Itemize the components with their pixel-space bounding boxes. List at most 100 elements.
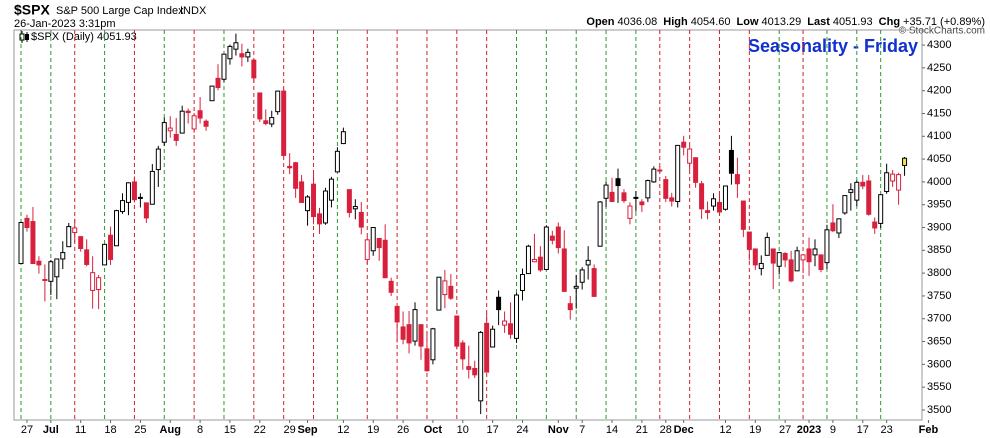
candle-body <box>448 285 454 299</box>
annotation: Seasonality - Friday <box>748 36 918 56</box>
x-tick-label: Jul <box>43 424 59 436</box>
quote-label: Open <box>586 16 614 28</box>
x-tick-label: 18 <box>104 424 116 436</box>
candle-body <box>72 227 78 234</box>
candle-body <box>442 280 448 296</box>
candle-body <box>711 198 717 207</box>
candle-body <box>18 221 24 265</box>
candle-body <box>621 192 627 202</box>
candle-body <box>615 178 621 187</box>
candle-body <box>484 322 490 373</box>
candle-body <box>293 162 299 189</box>
candle-body <box>305 196 311 212</box>
candle-body <box>352 206 358 210</box>
x-tick-label: 19 <box>749 424 761 436</box>
x-tick-label: 11 <box>75 424 86 436</box>
candle-body <box>227 45 233 60</box>
x-tick-label: 21 <box>636 424 648 436</box>
candle-body <box>746 231 752 250</box>
y-tick-label: 3800 <box>927 267 951 279</box>
candle-body <box>340 131 346 145</box>
candle-body <box>758 263 764 270</box>
x-tick-label: 7 <box>579 424 585 436</box>
y-tick-label: 4050 <box>927 153 951 165</box>
quote-label: Last <box>807 16 830 28</box>
candle-body <box>657 169 663 172</box>
candle-body <box>125 182 131 203</box>
candle-body <box>782 253 788 261</box>
candle-body <box>406 324 412 344</box>
candle-body <box>30 221 36 265</box>
candle-body <box>48 261 54 282</box>
candle-body <box>490 328 496 348</box>
quote-label: High <box>663 16 688 28</box>
candle-body <box>161 122 167 143</box>
candle-body <box>239 53 245 58</box>
candle-body <box>830 222 836 232</box>
candle-body <box>716 201 722 213</box>
x-tick-label: 12 <box>719 424 731 436</box>
candle-body <box>287 165 293 169</box>
x-tick-label: 9 <box>830 424 836 436</box>
quote-label: Chg <box>879 16 900 28</box>
candle-body <box>137 196 143 199</box>
quote-value: 4013.29 <box>762 16 802 28</box>
quote-value: 4036.08 <box>618 16 658 28</box>
candle-body <box>460 342 466 360</box>
candle-body <box>860 181 866 187</box>
y-tick-label: 3600 <box>927 358 951 370</box>
candle-body <box>842 195 848 214</box>
candle-body <box>902 157 908 166</box>
y-tick-label: 3500 <box>927 404 951 416</box>
candle-body <box>543 226 549 270</box>
candle-body <box>788 259 794 282</box>
x-tick-label: 29 <box>284 424 296 436</box>
candle-body <box>812 248 818 256</box>
candle-body <box>699 183 705 210</box>
candle-body <box>328 178 334 201</box>
candle-body <box>358 211 364 228</box>
candle-body <box>466 366 472 370</box>
candle-body <box>502 320 508 326</box>
candle-body <box>633 196 639 199</box>
quote-label: Low <box>737 16 759 28</box>
x-tick-label: 17 <box>487 424 499 436</box>
candle-body <box>514 294 520 339</box>
y-tick-label: 4000 <box>927 176 951 188</box>
candle-body <box>108 234 114 260</box>
candle-body <box>311 183 317 218</box>
candle-body <box>508 323 514 335</box>
candle-body <box>806 248 812 263</box>
x-tick-label: 17 <box>857 424 869 436</box>
candle-body <box>770 248 776 264</box>
candle-body <box>776 252 782 267</box>
candle-body <box>54 258 60 278</box>
candle-body <box>639 201 645 206</box>
candle-body <box>531 258 537 263</box>
candle-body <box>221 53 227 80</box>
candle-body <box>299 181 305 203</box>
candle-body <box>376 237 382 249</box>
candle-body <box>872 221 878 229</box>
candle-body <box>890 173 896 182</box>
datetime: 26-Jan-2023 3:31pm <box>14 18 116 30</box>
candle-body <box>364 239 370 260</box>
x-tick-label: 15 <box>224 424 236 436</box>
candle-body <box>579 269 585 283</box>
candle-body <box>185 110 191 114</box>
candle-body <box>854 181 860 201</box>
candle-body <box>645 180 651 199</box>
candle-body <box>764 237 770 256</box>
candle-body <box>663 179 669 199</box>
candle-body <box>317 213 322 225</box>
y-tick-label: 3650 <box>927 335 951 347</box>
index-name: S&P 500 Large Cap Index <box>56 5 184 17</box>
candle-body <box>209 85 215 102</box>
candle-body <box>197 110 203 119</box>
candle-body <box>334 150 340 173</box>
candle-body <box>191 115 197 130</box>
candle-body <box>555 226 561 249</box>
candle-body <box>728 149 734 174</box>
plot-frame <box>13 29 923 421</box>
candle-body <box>251 59 257 79</box>
